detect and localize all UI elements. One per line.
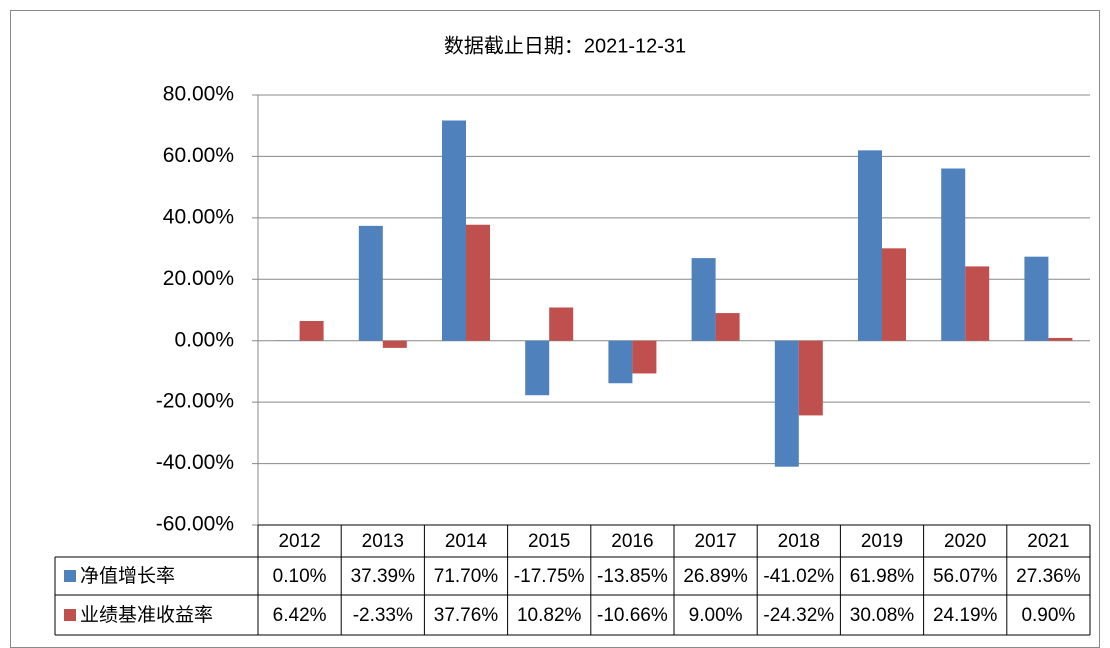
chart-title: 数据截止日期：2021-12-31 — [444, 34, 686, 57]
x-tick-label: 2016 — [611, 531, 653, 552]
legend-key — [64, 570, 76, 582]
y-tick-label: 60.00% — [163, 144, 234, 167]
table-cell: 0.10% — [273, 566, 327, 587]
bar — [941, 168, 966, 341]
x-tick-label: 2014 — [445, 531, 488, 552]
bar — [525, 340, 550, 396]
y-tick-label: 40.00% — [163, 205, 234, 228]
legend-label: 业绩基准收益率 — [80, 604, 213, 626]
bar — [442, 120, 466, 341]
table-cell: 9.00% — [689, 605, 743, 626]
table-cell: -41.02% — [763, 566, 834, 587]
y-tick-label: 0.00% — [174, 328, 234, 351]
x-tick-label: 2020 — [944, 531, 986, 552]
x-tick-label: 2021 — [1027, 531, 1069, 552]
table-cell: -17.75% — [514, 566, 585, 587]
x-tick-label: 2019 — [861, 531, 903, 552]
x-tick-label: 2018 — [778, 531, 820, 552]
bar — [466, 224, 490, 341]
x-tick-label: 2013 — [362, 531, 404, 552]
x-tick-label: 2017 — [694, 531, 736, 552]
legend-label: 净值增长率 — [80, 565, 175, 587]
table-cell: 26.89% — [683, 566, 748, 587]
table-cell: 61.98% — [850, 566, 915, 587]
bar — [382, 340, 407, 348]
bar — [1024, 256, 1049, 341]
table-cell: -24.32% — [763, 605, 834, 626]
table-cell: 0.90% — [1021, 605, 1075, 626]
table-cell: 30.08% — [850, 605, 915, 626]
y-tick-label: -60.00% — [156, 513, 234, 536]
table-cell: 10.82% — [517, 605, 582, 626]
bar — [798, 340, 823, 416]
table-cell: 71.70% — [434, 566, 499, 587]
bar — [1048, 337, 1073, 341]
y-tick-label: -20.00% — [156, 390, 234, 413]
y-tick-label: -40.00% — [156, 451, 234, 474]
table-cell: -13.85% — [597, 566, 668, 587]
table-cell: 24.19% — [933, 605, 998, 626]
y-tick-label: 20.00% — [163, 267, 234, 290]
bar — [715, 313, 740, 341]
table-cell: 37.39% — [351, 566, 416, 587]
bar — [608, 340, 633, 384]
legend-key — [64, 609, 76, 621]
table-cell: 6.42% — [273, 605, 327, 626]
table-cell: -2.33% — [353, 605, 413, 626]
bar — [358, 225, 383, 341]
y-tick-label: 80.00% — [163, 83, 234, 106]
bar — [858, 150, 882, 341]
table-cell: 27.36% — [1016, 566, 1081, 587]
table-cell: 56.07% — [933, 566, 998, 587]
bar — [549, 307, 574, 341]
bar — [965, 266, 990, 341]
bar — [632, 340, 657, 374]
x-tick-label: 2015 — [528, 531, 570, 552]
bar — [774, 340, 799, 467]
x-tick-label: 2012 — [278, 531, 320, 552]
bar — [882, 248, 906, 341]
bar — [299, 320, 324, 341]
bar — [691, 258, 716, 341]
table-cell: 37.76% — [434, 605, 499, 626]
table-cell: -10.66% — [597, 605, 668, 626]
